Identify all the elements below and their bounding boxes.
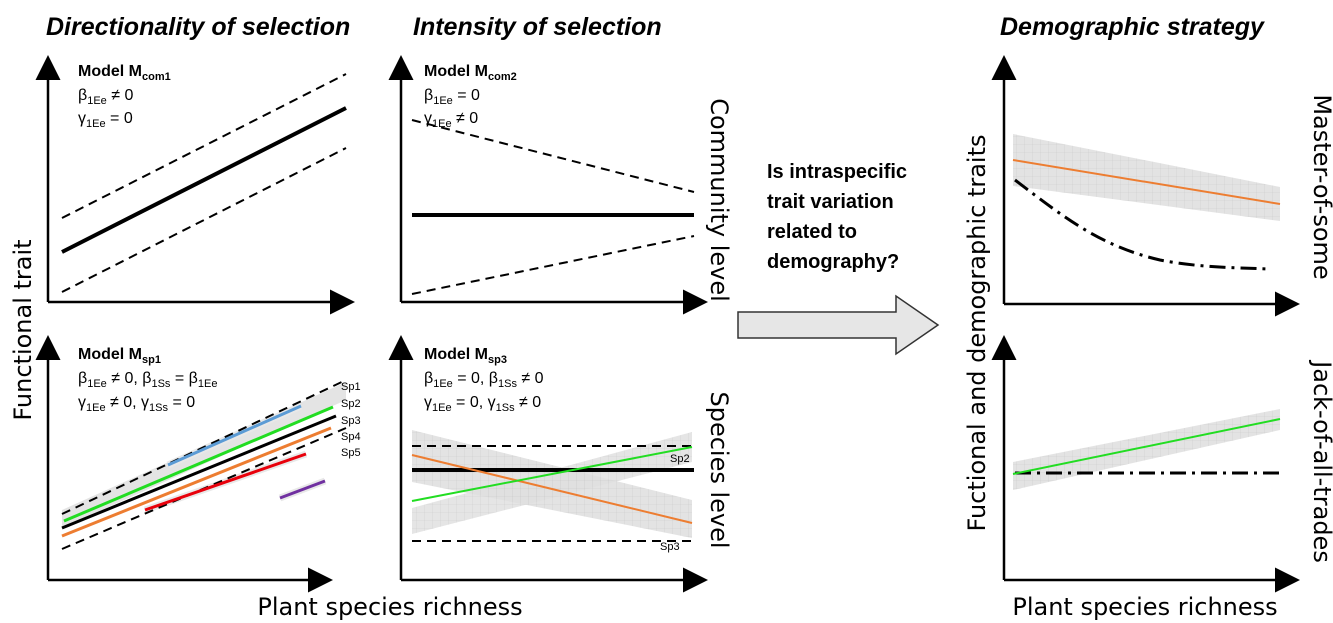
row-label-master: Master-of-some	[1308, 94, 1333, 279]
question-line-1: Is intraspecific	[767, 161, 907, 183]
sp3-label: Sp3	[660, 541, 680, 553]
msp1-condition-2: γ1Ee ≠ 0, γ1Ss = 0	[78, 394, 195, 414]
big-arrow-icon	[737, 294, 940, 356]
panel-mcom2: Model Mcom2 β1Ee = 0 γ1Ee ≠ 0	[388, 55, 708, 315]
species-line-sp2	[63, 405, 334, 523]
species-line-sp3	[411, 454, 693, 524]
x-axis-label-right: Plant species richness	[1012, 593, 1277, 621]
upper-bound-line	[61, 73, 347, 219]
upper-bound-line	[61, 379, 347, 515]
heading-intensity: Intensity of selection	[413, 13, 662, 41]
msp3-condition-1: β1Ee = 0, β1Ss ≠ 0	[424, 370, 544, 390]
heading-directionality: Directionality of selection	[46, 13, 350, 41]
model-mcom2-label: Model Mcom2	[424, 63, 517, 83]
row-label-species: Species level	[705, 391, 733, 548]
lower-bound-line	[411, 235, 695, 295]
species-line-sp5	[279, 479, 326, 500]
model-msp3-label: Model Msp3	[424, 346, 507, 366]
sp5-label: Sp5	[341, 447, 361, 459]
model-msp1-label: Model Msp1	[78, 346, 161, 366]
mcom2-condition-2: γ1Ee ≠ 0	[424, 110, 478, 130]
msp3-condition-2: γ1Ee = 0, γ1Ss ≠ 0	[424, 394, 541, 414]
sp4-label: Sp4	[341, 431, 361, 443]
mcom2-condition-1: β1Ee = 0	[424, 87, 480, 107]
row-label-jack: Jack-of-all-trades	[1308, 359, 1333, 563]
question-line-3: related to	[767, 221, 857, 243]
msp1-condition-1: β1Ee ≠ 0, β1Ss = β1Ee	[78, 370, 217, 390]
species-line-sp3	[61, 414, 337, 530]
demography-curve	[1014, 178, 1271, 271]
confidence-band	[1013, 409, 1280, 490]
species-line-sp4	[61, 426, 332, 538]
panel-master-of-some	[991, 55, 1300, 317]
mcom1-condition-2: γ1Ee = 0	[78, 110, 133, 130]
question-line-4: demography?	[767, 251, 899, 273]
panel-jack-of-all-trades	[991, 335, 1300, 593]
y-axis-label-right: Fuctional and demographic traits	[963, 134, 991, 531]
model-mcom1-label: Model Mcom1	[78, 63, 171, 83]
panel-msp1: Sp1 Sp2 Sp3 Sp4 Sp5 Model Msp1 β1Ee ≠ 0,…	[35, 335, 361, 593]
species-line-sp2	[411, 446, 693, 502]
sp3-label: Sp3	[341, 415, 361, 427]
sp2-label: Sp2	[670, 453, 690, 465]
confidence-band	[1013, 134, 1280, 221]
question-line-2: trait variation	[767, 191, 894, 213]
trait-line	[1012, 159, 1281, 205]
mean-line	[61, 106, 347, 254]
sp2-label: Sp2	[341, 398, 361, 410]
sp1-label: Sp1	[341, 381, 361, 393]
panel-msp3: Sp2 Sp3 Model Msp3 β1Ee = 0, β1Ss ≠ 0 γ1…	[388, 335, 708, 593]
heading-demographic: Demographic strategy	[1000, 13, 1265, 41]
species-line-sp1	[167, 404, 302, 467]
upper-bound-line	[411, 119, 695, 193]
species-line-red	[144, 452, 307, 512]
trait-line	[1012, 418, 1281, 475]
y-axis-label-left: Functional trait	[9, 239, 37, 420]
lower-bound-line	[61, 147, 347, 293]
question-block: Is intraspecific trait variation related…	[767, 161, 907, 273]
row-label-community: Community level	[705, 98, 733, 302]
x-axis-label-left: Plant species richness	[257, 593, 522, 621]
sp2-confidence-band	[412, 432, 692, 534]
panel-mcom1: Model Mcom1 β1Ee ≠ 0 γ1Ee = 0	[35, 55, 355, 315]
mcom1-condition-1: β1Ee ≠ 0	[78, 87, 133, 107]
